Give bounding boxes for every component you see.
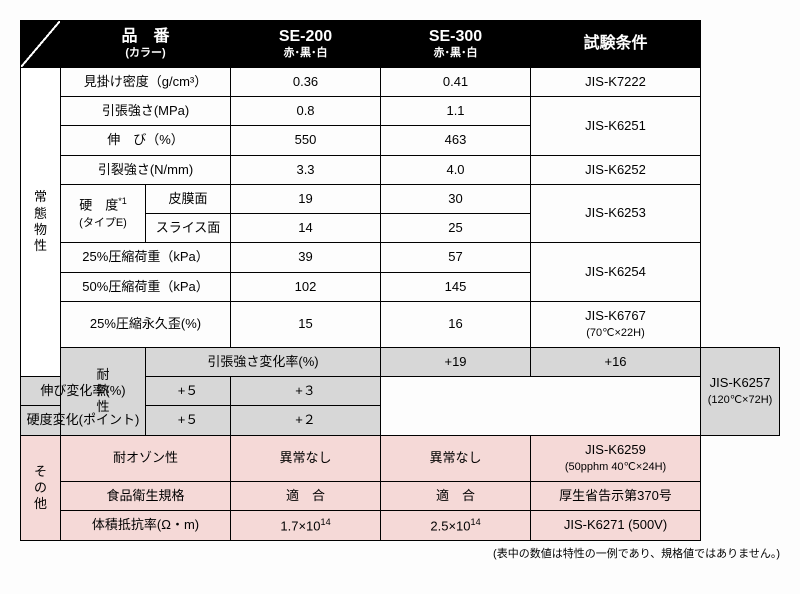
h-cond-sub: (120℃×72H) — [708, 394, 773, 406]
tensile-label: 引張強さ(MPa) — [61, 97, 231, 126]
comp-cond: JIS-K6254 — [531, 243, 701, 302]
hard-skin-label: 皮膜面 — [146, 184, 231, 213]
density-cond: JIS-K7222 — [531, 67, 701, 96]
row-volres: 体積抵抗率(Ω・m) 1.7×1014 2.5×1014 JIS-K6271 (… — [21, 510, 780, 541]
hard-cond: JIS-K6253 — [531, 184, 701, 243]
elong-label: 伸 び（%） — [61, 126, 231, 155]
volres-label: 体積抵抗率(Ω・m) — [61, 510, 231, 541]
volres-se300-pre: 2.5×10 — [430, 518, 470, 533]
hard-sub: (タイプE) — [79, 217, 127, 229]
hard-note: *1 — [118, 196, 127, 206]
ozone-label: 耐オゾン性 — [61, 435, 231, 481]
compset-cond-sub: (70℃×22H) — [586, 327, 645, 339]
header-hinban: 品 番 (カラー) — [61, 21, 231, 68]
hinban-sub: (カラー) — [65, 47, 226, 61]
ozone-se300: 異常なし — [381, 435, 531, 481]
header-se200: SE-200 赤･黒･白 — [231, 21, 381, 68]
hinban-main: 品 番 — [65, 27, 226, 47]
hard-skin-se300: 30 — [381, 184, 531, 213]
compset-cond: JIS-K6767 (70℃×22H) — [531, 301, 701, 347]
food-se200: 適 合 — [231, 481, 381, 510]
hard-group: 硬 度*1 (タイプE) — [61, 184, 146, 243]
tear-se300: 4.0 — [381, 155, 531, 184]
h-hard-se200: +５ — [146, 406, 231, 435]
cat-normal: 常態物性 — [21, 67, 61, 376]
h-elong-label: 伸び変化率(%) — [21, 377, 146, 406]
compset-cond-main: JIS-K6767 — [585, 308, 646, 323]
h-hard-label: 硬度変化(ポイント) — [21, 406, 146, 435]
se200-sub: 赤･黒･白 — [235, 47, 376, 61]
comp50-se200: 102 — [231, 272, 381, 301]
row-ozone: その他 耐オゾン性 異常なし 異常なし JIS-K6259 (50pphm 40… — [21, 435, 780, 481]
hard-slice-se200: 14 — [231, 214, 381, 243]
h-cond: JIS-K6257 (120℃×72H) — [701, 347, 780, 435]
density-label: 見掛け密度（g/cm³） — [61, 67, 231, 96]
tear-cond: JIS-K6252 — [531, 155, 701, 184]
compset-se200: 15 — [231, 301, 381, 347]
header-row: 品 番 (カラー) SE-200 赤･黒･白 SE-300 赤･黒･白 試験条件 — [21, 21, 780, 68]
density-se300: 0.41 — [381, 67, 531, 96]
comp25-se300: 57 — [381, 243, 531, 272]
row-food: 食品衛生規格 適 合 適 合 厚生省告示第370号 — [21, 481, 780, 510]
spec-table: 品 番 (カラー) SE-200 赤･黒･白 SE-300 赤･黒･白 試験条件… — [20, 20, 780, 541]
h-tensile-se300: +16 — [531, 347, 701, 376]
cond-main: 試験条件 — [535, 34, 696, 54]
se300-sub: 赤･黒･白 — [385, 47, 526, 61]
h-elong-se200: +５ — [146, 377, 231, 406]
header-cond: 試験条件 — [531, 21, 701, 68]
food-label: 食品衛生規格 — [61, 481, 231, 510]
tensile-cond: JIS-K6251 — [531, 97, 701, 156]
header-se300: SE-300 赤･黒･白 — [381, 21, 531, 68]
compset-label: 25%圧縮永久歪(%) — [61, 301, 231, 347]
se300-main: SE-300 — [385, 27, 526, 47]
volres-se300: 2.5×1014 — [381, 510, 531, 541]
volres-se200: 1.7×1014 — [231, 510, 381, 541]
tear-se200: 3.3 — [231, 155, 381, 184]
tensile-se200: 0.8 — [231, 97, 381, 126]
ozone-cond-main: JIS-K6259 — [585, 442, 646, 457]
tear-label: 引裂強さ(N/mm) — [61, 155, 231, 184]
row-hard-skin: 硬 度*1 (タイプE) 皮膜面 19 30 JIS-K6253 — [21, 184, 780, 213]
volres-se200-pre: 1.7×10 — [280, 518, 320, 533]
ozone-cond-sub: (50pphm 40℃×24H) — [565, 461, 666, 473]
hard-skin-se200: 19 — [231, 184, 381, 213]
row-h-hard: 硬度変化(ポイント) +５ +２ — [21, 406, 780, 435]
h-tensile-label: 引張強さ変化率(%) — [146, 347, 381, 376]
comp50-label: 50%圧縮荷重（kPa） — [61, 272, 231, 301]
volres-cond: JIS-K6271 (500V) — [531, 510, 701, 541]
density-se200: 0.36 — [231, 67, 381, 96]
cat-other: その他 — [21, 435, 61, 541]
comp25-se200: 39 — [231, 243, 381, 272]
food-cond: 厚生省告示第370号 — [531, 481, 701, 510]
h-elong-se300: +３ — [231, 377, 381, 406]
row-comp25: 25%圧縮荷重（kPa） 39 57 JIS-K6254 — [21, 243, 780, 272]
elong-se300: 463 — [381, 126, 531, 155]
volres-se300-exp: 14 — [471, 517, 481, 527]
hard-slice-se300: 25 — [381, 214, 531, 243]
volres-se200-exp: 14 — [321, 517, 331, 527]
h-tensile-se200: +19 — [381, 347, 531, 376]
hard-main: 硬 度 — [79, 198, 118, 213]
h-hard-se300: +２ — [231, 406, 381, 435]
row-tear: 引裂強さ(N/mm) 3.3 4.0 JIS-K6252 — [21, 155, 780, 184]
row-compset: 25%圧縮永久歪(%) 15 16 JIS-K6767 (70℃×22H) — [21, 301, 780, 347]
h-cond-main: JIS-K6257 — [710, 375, 771, 390]
row-tensile: 引張強さ(MPa) 0.8 1.1 JIS-K6251 — [21, 97, 780, 126]
ozone-se200: 異常なし — [231, 435, 381, 481]
se200-main: SE-200 — [235, 27, 376, 47]
hard-slice-label: スライス面 — [146, 214, 231, 243]
row-h-elong: 伸び変化率(%) +５ +３ — [21, 377, 780, 406]
ozone-cond: JIS-K6259 (50pphm 40℃×24H) — [531, 435, 701, 481]
food-se300: 適 合 — [381, 481, 531, 510]
comp25-label: 25%圧縮荷重（kPa） — [61, 243, 231, 272]
row-h-tensile: 耐熱性 引張強さ変化率(%) +19 +16 JIS-K6257 (120℃×7… — [21, 347, 780, 376]
footnote: (表中の数値は特性の一例であり、規格値ではありません。) — [20, 545, 780, 561]
comp50-se300: 145 — [381, 272, 531, 301]
tensile-se300: 1.1 — [381, 97, 531, 126]
header-diag — [21, 21, 61, 68]
row-density: 常態物性 見掛け密度（g/cm³） 0.36 0.41 JIS-K7222 — [21, 67, 780, 96]
compset-se300: 16 — [381, 301, 531, 347]
elong-se200: 550 — [231, 126, 381, 155]
